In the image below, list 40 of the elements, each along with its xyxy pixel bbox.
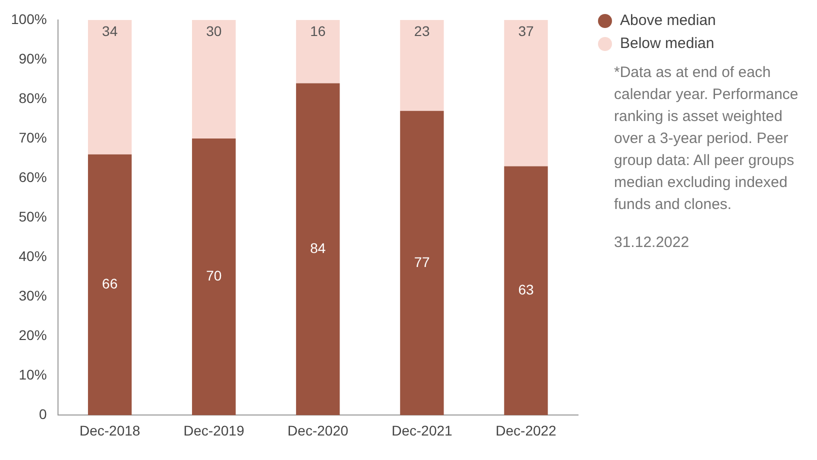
- bar: [192, 20, 236, 139]
- bar: [296, 83, 340, 416]
- data-label: 23: [414, 22, 430, 39]
- legend-label: Below median: [620, 35, 714, 52]
- x-tick-label: Dec-2019: [184, 422, 244, 438]
- y-tick-label: 90%: [18, 50, 47, 66]
- bar: [504, 20, 548, 166]
- data-label: 34: [102, 22, 118, 39]
- y-tick-label: 40%: [18, 248, 47, 264]
- bar: [504, 166, 548, 416]
- bar: [88, 154, 132, 416]
- legend-label: Above median: [620, 12, 716, 29]
- y-tick-label: 60%: [18, 168, 47, 185]
- y-tick-label: 100%: [10, 10, 47, 27]
- y-tick-label: 30%: [18, 288, 47, 304]
- data-label: 66: [102, 276, 118, 292]
- bar: [192, 138, 236, 416]
- data-label: 37: [518, 22, 534, 39]
- x-tick-label: Dec-2018: [79, 422, 140, 438]
- x-tick-label: Dec-2020: [288, 422, 348, 438]
- y-tick-label: 80%: [18, 90, 47, 106]
- text: 31.12.2022: [614, 233, 690, 253]
- text: *Data as at end of each calendar year. Performance ranking is asset weighted over a 3-year period. Peer group data: All peer groups median excluding indexed funds and clones.: [614, 63, 800, 215]
- data-label: 16: [310, 22, 326, 39]
- y-tick-label: 20%: [18, 327, 47, 344]
- data-label: 77: [414, 254, 430, 270]
- bar: [296, 20, 340, 84]
- data-label: 63: [518, 282, 534, 298]
- bar: [400, 110, 444, 416]
- data-label: 70: [206, 268, 222, 284]
- y-tick-label: 0: [39, 406, 48, 422]
- x-tick-label: Dec-2022: [496, 422, 557, 438]
- y-tick-label: 50%: [18, 208, 47, 224]
- data-label: 30: [206, 22, 222, 39]
- y-tick-label: 70%: [18, 129, 47, 146]
- data-label: 84: [310, 240, 326, 256]
- y-tick-label: 10%: [18, 366, 47, 383]
- bar: [400, 20, 444, 111]
- bar: [88, 20, 132, 154]
- x-tick-label: Dec-2021: [392, 422, 453, 438]
